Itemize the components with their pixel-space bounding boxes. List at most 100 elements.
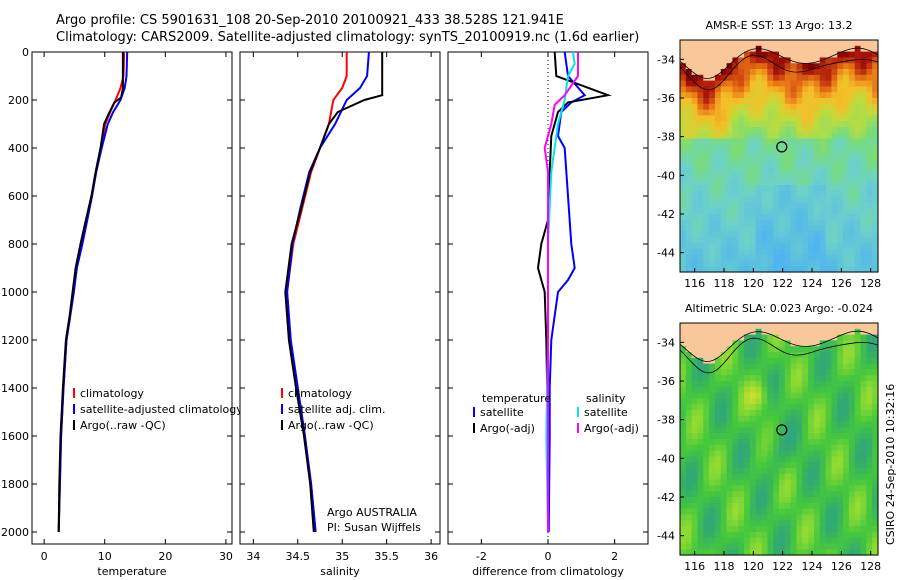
map-cell (854, 196, 862, 203)
map-cell (709, 462, 716, 469)
map-cell (697, 190, 704, 198)
map-cell (872, 404, 879, 411)
map-cell (726, 352, 734, 359)
map-cell (808, 415, 815, 423)
map-cell (738, 150, 745, 157)
map-cell (813, 334, 821, 341)
map-cell (866, 57, 873, 64)
map-cell (779, 103, 786, 111)
map-cell (866, 398, 873, 405)
map-cell (779, 404, 786, 411)
map-cell (732, 225, 739, 232)
map-cell (738, 520, 745, 527)
map-cell (843, 156, 850, 163)
map-cell (848, 144, 856, 151)
map-cell (761, 531, 768, 539)
map-cell (755, 86, 763, 93)
map-cell (837, 190, 844, 198)
map-cell (761, 502, 768, 510)
map-cell (732, 357, 739, 365)
map-cell (720, 381, 728, 388)
map-cell (848, 156, 856, 163)
map-cell (813, 121, 821, 128)
map-cell (749, 167, 757, 174)
map-cell (860, 69, 867, 76)
map-cell (709, 479, 716, 486)
map-cell (703, 243, 710, 250)
map-cell (738, 433, 745, 440)
map-cell (813, 214, 821, 221)
map-cell (837, 537, 844, 544)
map-cell (784, 415, 792, 423)
map-cell (738, 248, 745, 256)
map-cell (872, 375, 879, 382)
map-cell (761, 450, 768, 457)
map-cell (790, 334, 798, 341)
map-cell (872, 485, 879, 492)
map-cell (680, 520, 687, 527)
map-cell (691, 98, 699, 105)
map-cell (796, 98, 803, 105)
map-cell (796, 202, 803, 209)
map-cell (726, 196, 734, 203)
map-cell (691, 497, 699, 504)
map-cell (831, 369, 838, 376)
map-cell (808, 243, 815, 250)
map-cell (697, 352, 704, 359)
map-cell (732, 132, 739, 140)
map-cell (703, 98, 710, 105)
map-cell (726, 450, 734, 457)
map-cell (848, 98, 856, 105)
map-cell (796, 543, 803, 550)
map-cell (726, 444, 734, 452)
map-cell (709, 57, 716, 64)
map-cell (697, 439, 704, 446)
map-cell (848, 219, 856, 227)
map-cell (738, 427, 745, 434)
map-cell (732, 127, 739, 134)
map-cell (749, 357, 757, 365)
map-cell (691, 190, 699, 198)
map-cell (784, 225, 792, 232)
map-cell (767, 45, 774, 53)
map-cell (819, 69, 827, 76)
map-cell (738, 549, 745, 556)
map-cell (825, 248, 833, 256)
map-cell (802, 150, 809, 157)
map-cell (767, 115, 774, 122)
map-cell (744, 109, 751, 116)
map-cell (848, 132, 856, 140)
map-cell (779, 214, 786, 221)
map-cell (720, 375, 728, 382)
map-cell (866, 462, 873, 469)
map-cell (755, 537, 763, 544)
map-cell (790, 167, 798, 174)
map-cell (744, 121, 751, 128)
map-cell (720, 127, 728, 134)
map-cell (738, 173, 745, 180)
map-cell (685, 98, 693, 105)
map-cell (680, 439, 687, 446)
map-cell (709, 352, 716, 359)
map-cell (779, 526, 786, 533)
map-cell (685, 225, 693, 232)
map-cell (697, 57, 704, 64)
map-cell (685, 381, 693, 388)
map-cell (732, 202, 739, 209)
map-cell (709, 86, 716, 93)
map-cell (761, 190, 768, 198)
map-cell (685, 214, 693, 221)
map-cell (848, 179, 856, 186)
map-cell (685, 520, 693, 527)
map-cell (790, 260, 798, 267)
map-cell (854, 491, 862, 498)
map-cell (825, 167, 833, 174)
map-cell (819, 346, 827, 353)
map-cell (697, 508, 704, 515)
map-cell (848, 208, 856, 215)
map-cell (819, 328, 827, 336)
map-cell (848, 549, 856, 556)
map-cell (860, 346, 867, 353)
map-cell (860, 179, 867, 186)
map-cell (831, 190, 838, 198)
